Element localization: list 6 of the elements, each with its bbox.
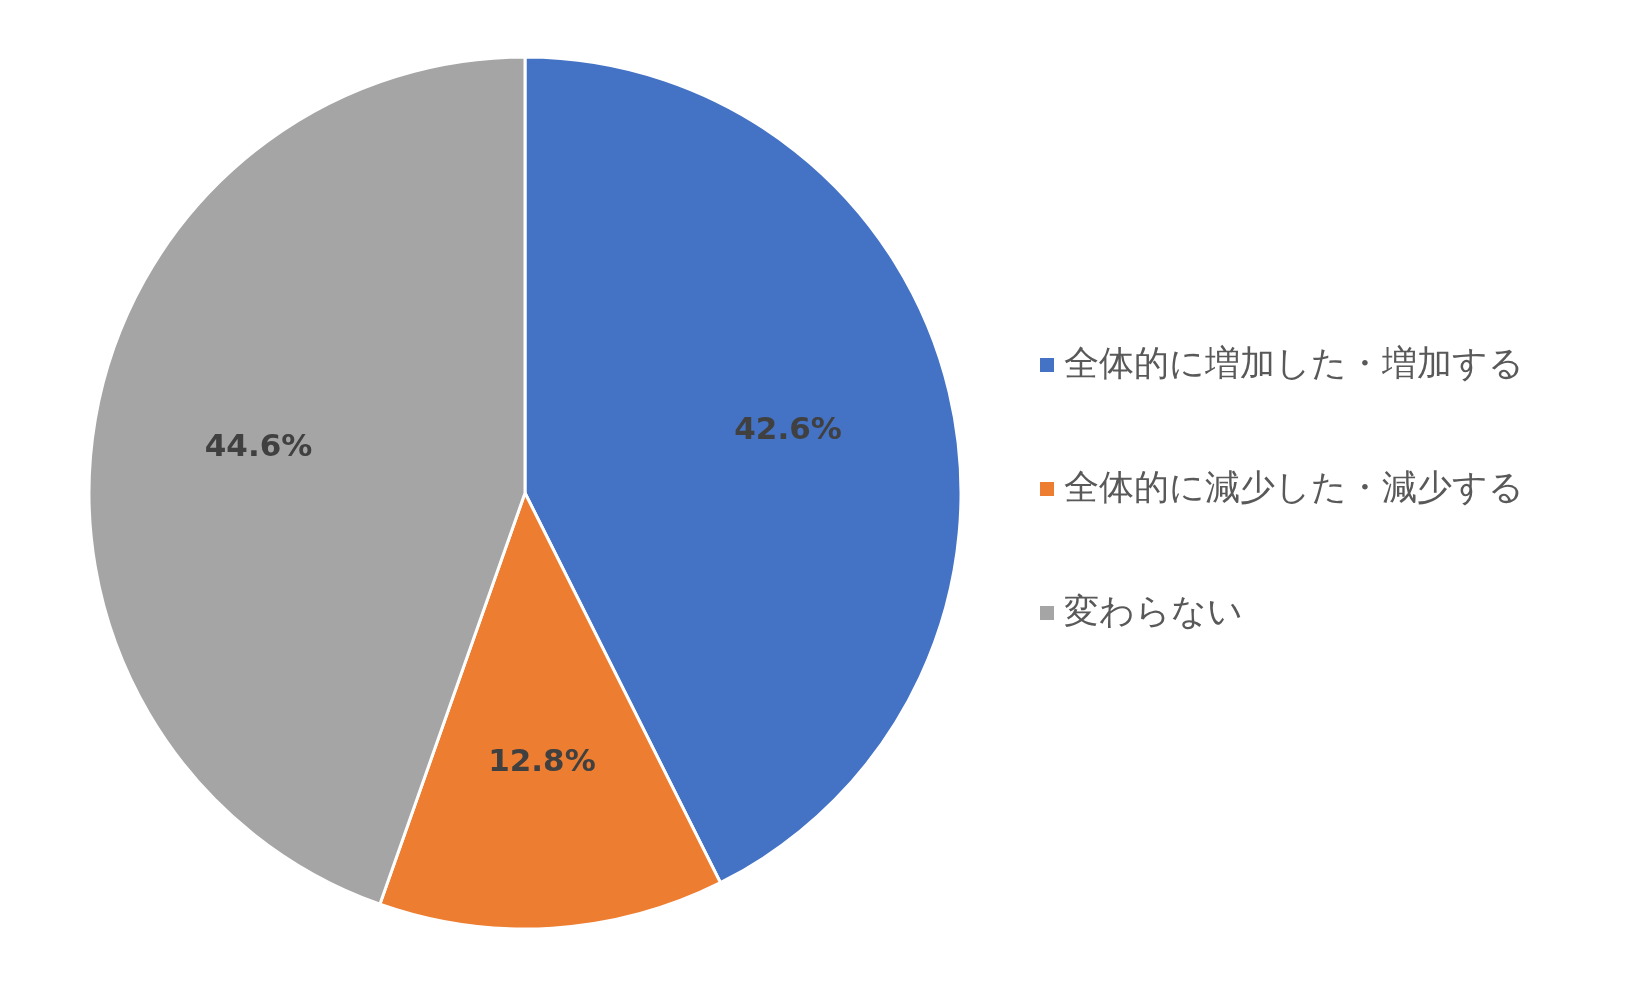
data-label: 44.6%	[204, 426, 313, 463]
data-label: 12.8%	[488, 742, 596, 779]
data-label: 42.6%	[734, 410, 842, 447]
legend-label: 全体的に減少した・減少する	[1064, 467, 1524, 507]
legend-label: 全体的に増加した・増加する	[1064, 343, 1524, 383]
legend-label: 変わらない	[1064, 591, 1243, 631]
